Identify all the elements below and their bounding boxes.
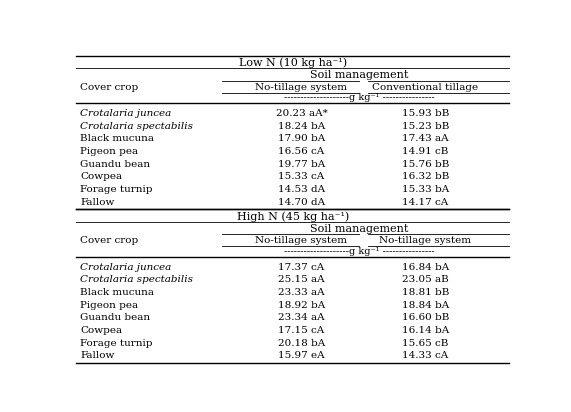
Text: Guandu bean: Guandu bean [80, 160, 150, 169]
Text: Crotalaria juncea: Crotalaria juncea [80, 109, 171, 118]
Text: 17.15 cA: 17.15 cA [279, 326, 324, 335]
Text: Forage turnip: Forage turnip [80, 339, 152, 348]
Text: 16.60 bB: 16.60 bB [402, 313, 449, 322]
Text: 18.84 bA: 18.84 bA [402, 301, 449, 310]
Text: 20.18 bA: 20.18 bA [278, 339, 325, 348]
Text: 16.84 bA: 16.84 bA [402, 262, 449, 272]
Text: 15.93 bB: 15.93 bB [402, 109, 449, 118]
Text: Guandu bean: Guandu bean [80, 313, 150, 322]
Text: Crotalaria juncea: Crotalaria juncea [80, 262, 171, 272]
Text: Soil management: Soil management [310, 224, 408, 234]
Text: 17.90 bA: 17.90 bA [278, 134, 325, 143]
Text: 15.97 eA: 15.97 eA [278, 351, 325, 360]
Text: Black mucuna: Black mucuna [80, 288, 154, 297]
Text: Cowpea: Cowpea [80, 326, 122, 335]
Text: Soil management: Soil management [310, 70, 408, 80]
Text: --------------------g kg⁻¹ ----------------: --------------------g kg⁻¹ -------------… [284, 247, 435, 256]
Text: High N (45 kg ha⁻¹): High N (45 kg ha⁻¹) [236, 211, 349, 222]
Text: Crotalaria spectabilis: Crotalaria spectabilis [80, 122, 193, 131]
Text: Pigeon pea: Pigeon pea [80, 301, 138, 310]
Text: No-tillage system: No-tillage system [255, 83, 348, 91]
Text: Cowpea: Cowpea [80, 173, 122, 181]
Text: 25.15 aA: 25.15 aA [278, 275, 325, 284]
Text: 15.23 bB: 15.23 bB [402, 122, 449, 131]
Text: 14.53 dA: 14.53 dA [278, 185, 325, 194]
Text: 14.70 dA: 14.70 dA [278, 198, 325, 207]
Text: 23.34 aA: 23.34 aA [278, 313, 325, 322]
Text: 15.65 cB: 15.65 cB [402, 339, 449, 348]
Text: 19.77 bA: 19.77 bA [278, 160, 325, 169]
Text: 18.24 bA: 18.24 bA [278, 122, 325, 131]
Text: 16.32 bB: 16.32 bB [402, 173, 449, 181]
Text: 18.81 bB: 18.81 bB [402, 288, 449, 297]
Text: 17.43 aA: 17.43 aA [402, 134, 449, 143]
Text: 17.37 cA: 17.37 cA [279, 262, 324, 272]
Text: Forage turnip: Forage turnip [80, 185, 152, 194]
Text: 23.33 aA: 23.33 aA [278, 288, 325, 297]
Text: 15.33 cA: 15.33 cA [279, 173, 324, 181]
Text: Fallow: Fallow [80, 351, 115, 360]
Text: Low N (10 kg ha⁻¹): Low N (10 kg ha⁻¹) [239, 58, 347, 68]
Text: No-tillage system: No-tillage system [255, 236, 348, 245]
Text: Conventional tillage: Conventional tillage [372, 83, 478, 91]
Text: Pigeon pea: Pigeon pea [80, 147, 138, 156]
Text: --------------------g kg⁻¹ ----------------: --------------------g kg⁻¹ -------------… [284, 94, 435, 102]
Text: 14.91 cB: 14.91 cB [402, 147, 449, 156]
Text: Fallow: Fallow [80, 198, 115, 207]
Text: 16.14 bA: 16.14 bA [402, 326, 449, 335]
Text: 16.56 cA: 16.56 cA [279, 147, 324, 156]
Text: Cover crop: Cover crop [80, 236, 139, 245]
Text: Black mucuna: Black mucuna [80, 134, 154, 143]
Text: 14.33 cA: 14.33 cA [403, 351, 448, 360]
Text: 15.76 bB: 15.76 bB [402, 160, 449, 169]
Text: Crotalaria spectabilis: Crotalaria spectabilis [80, 275, 193, 284]
Text: Cover crop: Cover crop [80, 83, 139, 91]
Text: 23.05 aB: 23.05 aB [402, 275, 449, 284]
Text: 14.17 cA: 14.17 cA [403, 198, 448, 207]
Text: No-tillage system: No-tillage system [379, 236, 472, 245]
Text: 20.23 aA*: 20.23 aA* [276, 109, 327, 118]
Text: 15.33 bA: 15.33 bA [402, 185, 449, 194]
Text: 18.92 bA: 18.92 bA [278, 301, 325, 310]
